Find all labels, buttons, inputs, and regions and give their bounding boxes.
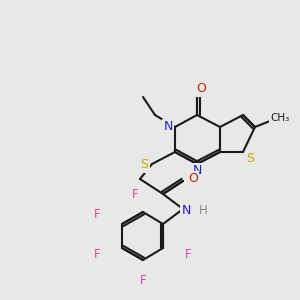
Text: O: O [188,172,198,185]
Text: F: F [185,248,191,262]
Text: O: O [196,82,206,95]
Text: N: N [192,164,202,178]
Text: F: F [140,274,146,286]
Text: S: S [246,152,254,164]
Text: N: N [181,203,191,217]
Text: CH₃: CH₃ [270,113,290,123]
Text: F: F [94,208,100,221]
Text: S: S [140,158,148,172]
Text: F: F [94,248,100,262]
Text: F: F [132,188,138,200]
Text: N: N [163,121,173,134]
Text: H: H [199,203,207,217]
